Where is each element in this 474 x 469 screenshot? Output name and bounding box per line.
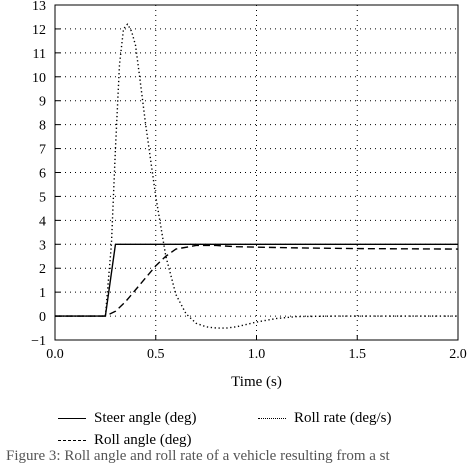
y-tick-label: 1: [39, 286, 46, 301]
series-line-roll-angle: [55, 244, 459, 317]
series-layer: [55, 23, 459, 329]
x-tick-label: 1.5: [349, 347, 367, 362]
x-tick-label: 0.0: [46, 347, 64, 362]
legend-label: Steer angle (deg): [94, 410, 197, 426]
y-tick-label: 12: [32, 23, 46, 38]
y-tick-label: 10: [32, 71, 46, 86]
x-axis-label: Time (s): [231, 374, 282, 390]
legend-label: Roll rate (deg/s): [294, 410, 392, 426]
y-tick-label: 11: [33, 47, 46, 62]
series-line-roll-rate: [55, 23, 458, 329]
y-tick-label: 3: [39, 238, 46, 253]
y-tick-label: 7: [39, 143, 46, 158]
legend-swatch-dotted: [258, 418, 286, 419]
legend-item-steer-angle: Steer angle (deg): [58, 410, 196, 427]
legend-item-roll-angle: Roll angle (deg): [58, 432, 191, 449]
x-tick-label: 1.0: [248, 347, 266, 362]
legend-item-roll-rate: Roll rate (deg/s): [258, 410, 391, 427]
y-tick-label: 0: [39, 310, 46, 325]
x-tick-label: 2.0: [449, 347, 467, 362]
y-tick-label: 4: [39, 214, 46, 229]
y-tick-label: 6: [39, 167, 46, 182]
x-tick-label: 0.5: [147, 347, 165, 362]
y-tick-label: 9: [39, 95, 46, 110]
y-tick-label: 2: [39, 262, 46, 277]
figure-caption: Figure 3: Roll angle and roll rate of a …: [6, 448, 390, 464]
legend-label: Roll angle (deg): [94, 432, 192, 448]
grid: [55, 5, 458, 340]
y-tick-label: 5: [39, 190, 46, 205]
y-tick-label: 13: [32, 0, 46, 14]
legend-swatch-solid: [58, 418, 86, 419]
y-tick-label: 8: [39, 119, 46, 134]
legend: Steer angle (deg) Roll angle (deg) Roll …: [0, 392, 474, 448]
legend-swatch-dashed: [58, 440, 86, 441]
y-tick-label: −1: [31, 334, 46, 349]
